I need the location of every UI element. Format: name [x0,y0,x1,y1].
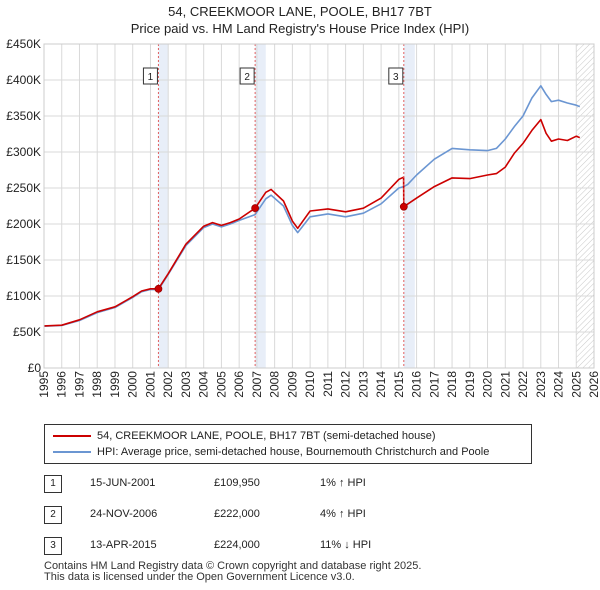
chart-title-line1: 54, CREEKMOOR LANE, POOLE, BH17 7BT [168,4,432,19]
x-tick-label: 2022 [516,371,530,398]
future-hatch-region [576,44,594,368]
x-tick-label: 2002 [161,371,175,398]
x-tick-label: 2014 [374,371,388,398]
x-tick-label: 2011 [321,371,335,397]
transaction-number: 3 [44,537,62,555]
transaction-row: 3 13-APR-2015 £224,000 11% ↓ HPI [44,537,464,555]
transaction-point [154,284,163,293]
attribution-footer: Contains HM Land Registry data © Crown c… [44,561,421,583]
y-tick-label: £300K [6,145,41,159]
transaction-number: 2 [44,506,62,524]
x-tick-label: 2012 [339,371,353,398]
legend-label-property: 54, CREEKMOOR LANE, POOLE, BH17 7BT (sem… [97,430,436,442]
y-tick-label: £50K [13,325,41,339]
x-tick-label: 2023 [534,371,548,398]
x-tick-label: 1995 [37,371,51,398]
y-tick-label: £150K [6,253,41,267]
transaction-marker-box [239,67,255,85]
shaded-band [158,44,169,368]
transaction-hpi-diff: 1% ↑ HPI [320,477,366,489]
transaction-date: 15-JUN-2001 [90,477,156,489]
x-tick-label: 2020 [481,371,495,398]
transaction-point [251,204,260,213]
x-tick-label: 2016 [410,371,424,398]
chart-title-line2: Price paid vs. HM Land Registry's House … [130,21,470,36]
y-tick-label: £250K [6,181,41,195]
x-tick-label: 1999 [108,371,122,398]
hpi-line [44,85,581,327]
y-tick-label: £200K [6,217,41,231]
x-tick-label: 2015 [392,371,406,398]
x-tick-label: 2004 [197,371,211,398]
x-tick-label: 1997 [72,371,86,398]
y-tick-label: £450K [6,37,41,51]
transaction-point [399,202,408,211]
transaction-marker-label: 3 [393,72,399,83]
transaction-marker-label: 1 [148,72,154,83]
x-tick-label: 2017 [427,371,441,398]
x-tick-label: 2013 [356,371,370,398]
x-tick-label: 2001 [143,371,157,398]
attribution-line2: This data is licensed under the Open Gov… [44,571,355,583]
transaction-marker-box [388,67,404,85]
x-tick-label: 2026 [587,371,600,398]
chart-legend: 54, CREEKMOOR LANE, POOLE, BH17 7BT (sem… [44,424,532,464]
attribution-line1: Contains HM Land Registry data © Crown c… [44,560,422,572]
x-tick-label: 1996 [55,371,69,398]
y-tick-label: £100K [6,289,41,303]
transaction-date: 13-APR-2015 [90,539,157,551]
transaction-price: £109,950 [214,477,260,489]
x-tick-label: 2019 [463,371,477,398]
transaction-price: £224,000 [214,539,260,551]
x-tick-label: 2025 [569,371,583,398]
x-tick-label: 2006 [232,371,246,398]
legend-swatch-property [53,435,91,438]
y-tick-label: £0 [28,361,42,375]
x-tick-label: 2018 [445,371,459,398]
transaction-row: 2 24-NOV-2006 £222,000 4% ↑ HPI [44,506,464,524]
x-tick-label: 2005 [214,371,228,398]
legend-swatch-hpi [53,451,91,454]
property-price-line [44,118,581,327]
transaction-row: 1 15-JUN-2001 £109,950 1% ↑ HPI [44,475,464,493]
transaction-date: 24-NOV-2006 [90,508,158,520]
plot-area-border [43,43,595,369]
transaction-hpi-diff: 4% ↑ HPI [320,508,366,520]
transaction-number: 1 [44,475,62,493]
y-tick-label: £400K [6,73,41,87]
x-tick-label: 2010 [303,371,317,398]
price-chart: 1 2 3 £0 £50K £100K £150K £200K £250K £300K £350K… [6,37,600,398]
x-tick-label: 2009 [285,371,299,398]
transaction-hpi-diff: 11% ↓ HPI [320,539,372,551]
transaction-marker-label: 2 [244,72,250,83]
shaded-band [403,44,415,368]
x-tick-label: 2021 [498,371,512,398]
x-tick-label: 2024 [552,371,566,398]
y-tick-label: £350K [6,109,41,123]
x-tick-label: 2008 [268,371,282,398]
chart-title: 54, CREEKMOOR LANE, POOLE, BH17 7BT Pric… [0,3,600,37]
x-tick-label: 2007 [250,371,264,398]
transaction-price: £222,000 [214,508,260,520]
legend-label-hpi: HPI: Average price, semi-detached house,… [97,446,490,458]
x-tick-label: 1998 [90,371,104,398]
x-tick-label: 2003 [179,371,193,398]
legend-item-property: 54, CREEKMOOR LANE, POOLE, BH17 7BT (sem… [53,428,436,444]
x-tick-label: 2000 [126,371,140,398]
legend-item-hpi: HPI: Average price, semi-detached house,… [53,444,489,460]
transaction-marker-box [142,67,158,85]
